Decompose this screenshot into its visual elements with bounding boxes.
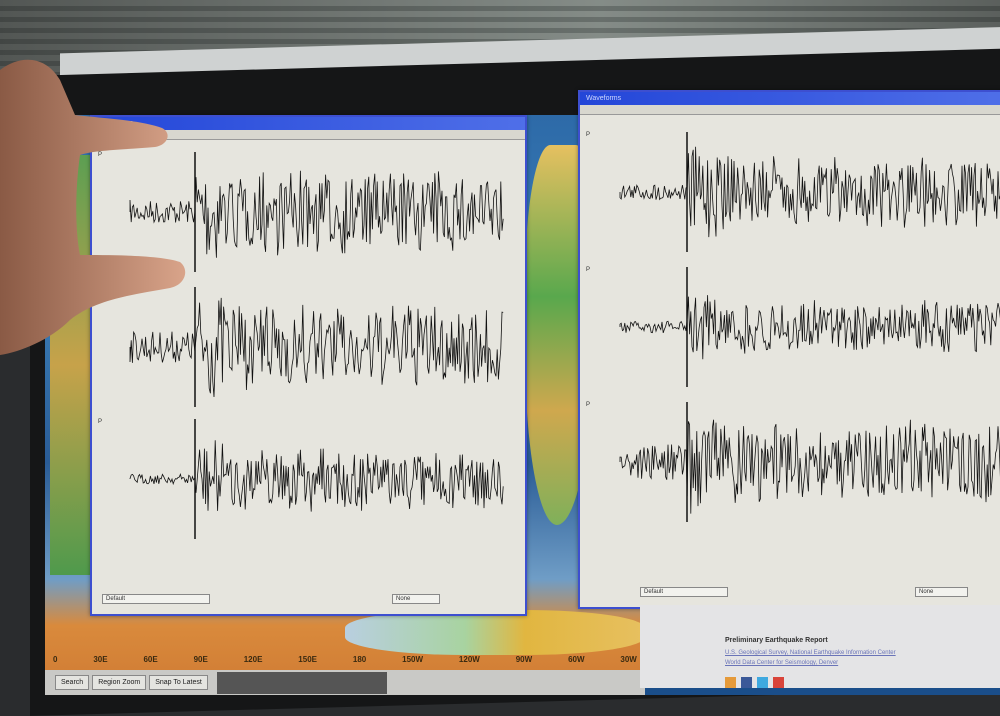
seismogram-trace <box>619 295 1000 360</box>
longitude-tick: 180 <box>352 655 367 664</box>
trace-label: P <box>586 132 591 138</box>
waveform-window-right[interactable]: Waveforms Default None P P P <box>578 90 1000 609</box>
window-controls: Default None <box>590 569 994 603</box>
filter-select[interactable]: None <box>392 594 440 604</box>
seismogram-trace <box>619 419 1000 514</box>
earthquake-report-panel: Preliminary Earthquake Report U.S. Geolo… <box>640 605 1000 688</box>
filter-select[interactable]: None <box>915 587 968 597</box>
social-links <box>725 677 784 688</box>
map-control-panel[interactable] <box>216 671 387 694</box>
map-landmass-antarctica <box>345 610 645 655</box>
trace-label: P <box>98 152 103 158</box>
trace-label: P <box>586 402 591 408</box>
longitude-tick: 60E <box>143 655 158 664</box>
facebook-icon[interactable] <box>741 677 752 688</box>
longitude-tick: 90E <box>193 655 208 664</box>
twitter-icon[interactable] <box>757 677 768 688</box>
preset-select[interactable]: Default <box>640 587 728 597</box>
rss-icon[interactable] <box>725 677 736 688</box>
longitude-tick: 30E <box>93 655 108 664</box>
trace-label: P <box>98 419 103 425</box>
map-toolbar: Search Region Zoom Snap To Latest <box>45 670 645 695</box>
preset-select[interactable]: Default <box>102 594 210 604</box>
window-title[interactable]: Waveforms <box>580 92 1000 105</box>
longitude-tick: 120W <box>458 655 480 664</box>
seismogram-trace <box>129 297 504 398</box>
seismogram-plot <box>619 132 1000 522</box>
longitude-tick: 120E <box>243 655 263 664</box>
wdc-link[interactable]: World Data Center for Seismology, Denver <box>725 660 839 666</box>
waveform-window-left[interactable]: Waveforms Default None PPP <box>90 115 527 616</box>
menu-bar <box>580 105 1000 115</box>
google-plus-icon[interactable] <box>773 677 784 688</box>
trace-label: P <box>586 267 591 273</box>
seismogram-trace <box>129 170 504 258</box>
window-controls: Default None <box>102 576 515 610</box>
longitude-axis: 0 30E 60E 90E 120E 150E 180 150W 120W 90W 60W 30W <box>45 655 645 669</box>
longitude-tick: 30W <box>620 655 637 664</box>
longitude-tick: 150W <box>402 655 424 664</box>
usgs-link[interactable]: U.S. Geological Survey, National Earthqu… <box>725 650 896 656</box>
longitude-tick: 60W <box>568 655 585 664</box>
pointing-hand <box>0 59 186 355</box>
longitude-tick: 0 <box>53 655 58 664</box>
report-heading: Preliminary Earthquake Report <box>725 637 828 644</box>
seismogram-plot <box>129 152 504 539</box>
seismogram-trace <box>129 440 504 512</box>
longitude-tick: 90W <box>515 655 533 664</box>
menu-bar <box>92 130 525 140</box>
seismogram-trace <box>619 146 1000 238</box>
longitude-tick: 150E <box>298 655 317 664</box>
